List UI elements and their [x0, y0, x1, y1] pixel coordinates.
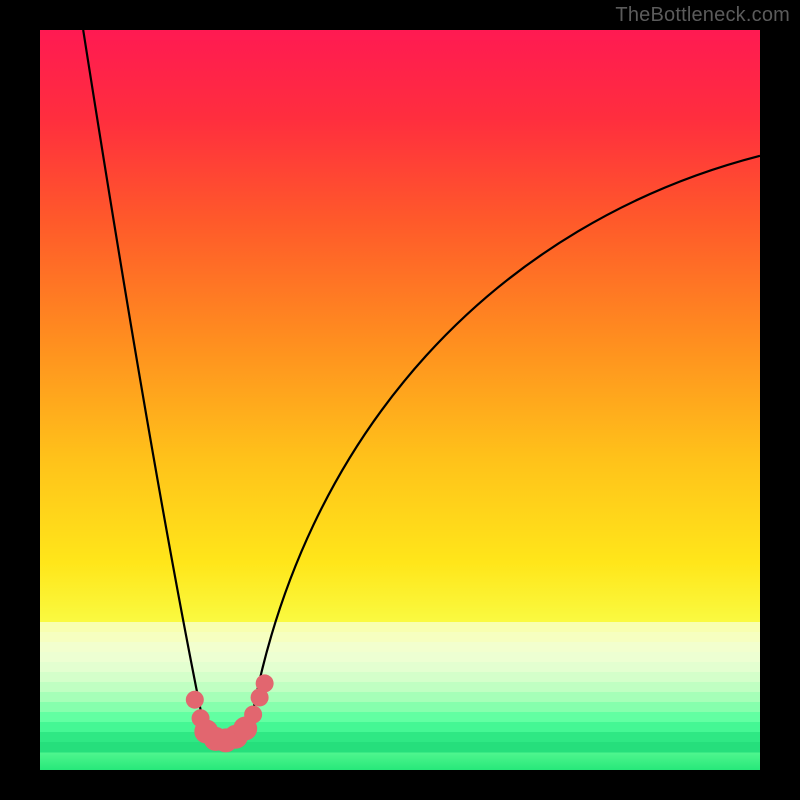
marker-dot: [186, 691, 204, 709]
bottleneck-chart: [0, 0, 800, 800]
gradient-band: [40, 672, 760, 683]
gradient-band: [40, 622, 760, 633]
gradient-band: [40, 692, 760, 703]
watermark-label: TheBottleneck.com: [615, 4, 790, 27]
gradient-band: [40, 732, 760, 743]
gradient-band: [40, 712, 760, 723]
gradient-band: [40, 632, 760, 643]
gradient-band: [40, 722, 760, 733]
marker-dot: [244, 706, 262, 724]
gradient-band: [40, 682, 760, 693]
gradient-band: [40, 652, 760, 663]
gradient-band: [40, 662, 760, 673]
gradient-band: [40, 642, 760, 653]
chart-container: TheBottleneck.com: [0, 0, 800, 800]
gradient-band: [40, 742, 760, 753]
marker-dot: [256, 674, 274, 692]
gradient-band: [40, 702, 760, 713]
